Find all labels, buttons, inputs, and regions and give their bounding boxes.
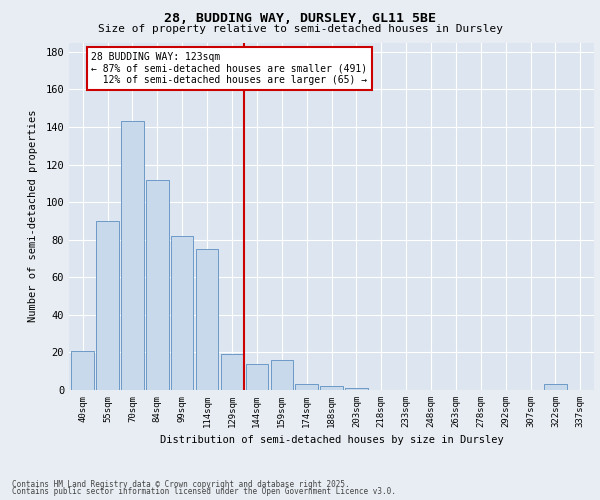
- Bar: [121, 122, 143, 390]
- Bar: [544, 384, 566, 390]
- X-axis label: Distribution of semi-detached houses by size in Dursley: Distribution of semi-detached houses by …: [160, 436, 503, 446]
- Bar: [146, 180, 169, 390]
- Bar: [245, 364, 268, 390]
- Bar: [221, 354, 243, 390]
- Bar: [295, 384, 318, 390]
- Bar: [71, 350, 94, 390]
- Bar: [271, 360, 293, 390]
- Y-axis label: Number of semi-detached properties: Number of semi-detached properties: [28, 110, 38, 322]
- Bar: [196, 249, 218, 390]
- Text: Size of property relative to semi-detached houses in Dursley: Size of property relative to semi-detach…: [97, 24, 503, 34]
- Text: Contains HM Land Registry data © Crown copyright and database right 2025.: Contains HM Land Registry data © Crown c…: [12, 480, 350, 489]
- Bar: [171, 236, 193, 390]
- Text: 28 BUDDING WAY: 123sqm
← 87% of semi-detached houses are smaller (491)
  12% of : 28 BUDDING WAY: 123sqm ← 87% of semi-det…: [91, 52, 368, 85]
- Bar: [320, 386, 343, 390]
- Bar: [97, 221, 119, 390]
- Text: 28, BUDDING WAY, DURSLEY, GL11 5BE: 28, BUDDING WAY, DURSLEY, GL11 5BE: [164, 12, 436, 26]
- Text: Contains public sector information licensed under the Open Government Licence v3: Contains public sector information licen…: [12, 487, 396, 496]
- Bar: [345, 388, 368, 390]
